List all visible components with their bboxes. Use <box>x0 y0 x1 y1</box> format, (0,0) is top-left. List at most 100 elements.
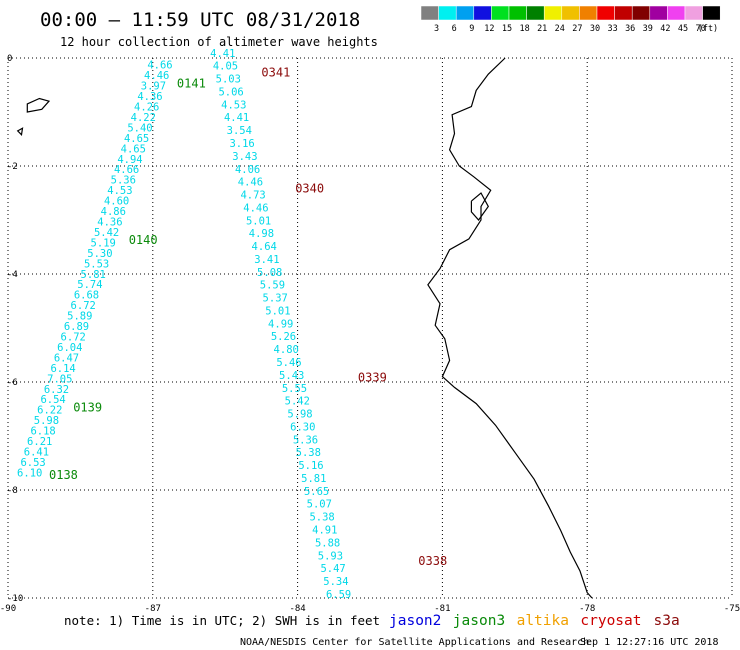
legend-label: 36 <box>625 24 635 34</box>
legend-swatch <box>667 5 686 21</box>
wave-height-value: 6.72 <box>71 300 96 312</box>
wave-height-value: 4.60 <box>104 196 129 208</box>
wave-height-value: 6.68 <box>74 290 99 302</box>
pass-label: 0139 <box>73 400 102 414</box>
wave-height-value: 5.36 <box>111 175 136 187</box>
wave-height-value: 5.59 <box>260 280 285 292</box>
legend-label: 27 <box>572 24 582 34</box>
pass-labels: 0141 0140 0139 0138 0341 0340 0339 0338 <box>49 66 447 569</box>
legend-swatch <box>684 5 703 21</box>
wave-height-value: 5.07 <box>307 499 332 511</box>
wave-height-value: 5.53 <box>84 258 109 270</box>
x-tick-label: -90 <box>0 604 16 614</box>
legend-label: 15 <box>502 24 512 34</box>
satellite-name: jason3 <box>453 613 505 629</box>
wave-height-value: 3.41 <box>254 254 279 266</box>
y-tick-label: -4 <box>7 270 18 280</box>
x-tick-label: -87 <box>145 604 161 614</box>
y-tick-label: -6 <box>7 378 18 388</box>
wave-height-value: 5.89 <box>67 311 92 323</box>
y-tick-label: -2 <box>7 162 18 172</box>
wave-height-value: 5.16 <box>298 460 323 472</box>
wave-height-value: 6.72 <box>61 332 86 344</box>
wave-height-value: 5.08 <box>257 267 282 279</box>
wave-height-value: 5.03 <box>216 74 241 86</box>
pass-label: 0140 <box>129 233 158 247</box>
footer-note: note: 1) Time is in UTC; 2) SWH is in fe… <box>64 613 380 628</box>
wave-height-value: 5.98 <box>287 409 312 421</box>
wave-height-value: 6.54 <box>40 394 65 406</box>
coastline <box>16 57 593 599</box>
wave-height-value: 6.32 <box>44 384 69 396</box>
wave-height-value: 5.46 <box>276 357 301 369</box>
wave-height-value: 6.53 <box>20 457 45 469</box>
wave-height-value: 6.47 <box>54 352 79 364</box>
footer-timestamp: Sep 1 12:27:16 UTC 2018 <box>580 637 718 648</box>
wave-height-value: 5.19 <box>91 237 116 249</box>
galapagos-island <box>26 97 51 113</box>
wave-height-value: 5.42 <box>285 396 310 408</box>
legend-label: 12 <box>484 24 494 34</box>
satellite-name: cryosat <box>580 613 641 629</box>
wave-height-value: 5.34 <box>323 576 348 588</box>
legend-swatch <box>526 5 545 21</box>
map-subtitle: 12 hour collection of altimeter wave hei… <box>60 35 378 49</box>
wave-height-value: 4.73 <box>240 190 265 202</box>
wave-height-value: 4.99 <box>268 318 293 330</box>
wave-height-value: 4.53 <box>221 99 246 111</box>
pass-label: 0138 <box>49 468 78 482</box>
pass-label: 0339 <box>358 371 387 385</box>
legend-unit: (ft) <box>698 24 718 34</box>
pass-label: 0340 <box>295 182 324 196</box>
wave-height-value: 4.65 <box>121 143 146 155</box>
galapagos-island <box>16 127 24 136</box>
wave-height-value: 4.66 <box>147 60 172 72</box>
wave-height-value: 4.80 <box>274 344 299 356</box>
wave-height-value: 5.40 <box>127 122 152 134</box>
wave-height-value: 4.94 <box>117 154 142 166</box>
wave-height-value: 4.64 <box>252 241 277 253</box>
wave-height-value: 5.01 <box>265 306 290 318</box>
wave-height-value: 5.88 <box>315 537 340 549</box>
wave-height-value: 6.89 <box>64 321 89 333</box>
satellite-name: s3a <box>654 613 680 629</box>
legend-label: 30 <box>590 24 600 34</box>
legend-swatch <box>702 5 721 21</box>
y-tick-label: 0 <box>7 54 12 64</box>
y-axis-ticks: 0 -2 -4 -6 -8 -10 <box>7 54 23 604</box>
wave-height-value: 5.81 <box>301 473 326 485</box>
wave-height-value: 6.18 <box>30 426 55 438</box>
wave-height-value: 5.01 <box>246 215 271 227</box>
wave-height-value: 4.36 <box>137 91 162 103</box>
wave-height-value: 4.41 <box>224 112 249 124</box>
x-tick-label: -75 <box>724 604 740 614</box>
x-tick-label: -78 <box>579 604 595 614</box>
coastline-mainland <box>427 57 593 599</box>
wave-height-value: 4.26 <box>134 102 159 114</box>
wave-height-value: 5.42 <box>94 227 119 239</box>
wave-height-value: 5.98 <box>34 415 59 427</box>
legend-label: 3 <box>434 24 439 34</box>
wave-height-value: 6.22 <box>37 405 62 417</box>
wave-height-value: 5.74 <box>77 279 102 291</box>
wave-height-value: 4.22 <box>131 112 156 124</box>
x-tick-label: -84 <box>289 604 305 614</box>
wave-height-value: 5.36 <box>293 434 318 446</box>
altimeter-tracks: 4.664.463.974.364.264.225.404.654.654.94… <box>17 48 351 601</box>
wave-height-value: 4.46 <box>144 70 169 82</box>
satellite-name: altika <box>517 613 569 629</box>
footer-credit: NOAA/NESDIS Center for Satellite Applica… <box>240 637 589 648</box>
wave-height-value: 4.36 <box>97 217 122 229</box>
pass-label: 0141 <box>177 76 206 90</box>
legend-swatch <box>579 5 598 21</box>
x-tick-label: -81 <box>434 604 450 614</box>
map-title: 00:00 – 11:59 UTC 08/31/2018 <box>40 9 360 31</box>
wave-height-value: 4.86 <box>101 206 126 218</box>
wave-height-value: 5.65 <box>304 486 329 498</box>
pass-label: 0338 <box>418 554 447 568</box>
legend-swatch <box>455 5 475 21</box>
legend-label: 45 <box>678 24 688 34</box>
legend-label: 24 <box>555 24 565 34</box>
legend-swatch <box>631 5 651 21</box>
